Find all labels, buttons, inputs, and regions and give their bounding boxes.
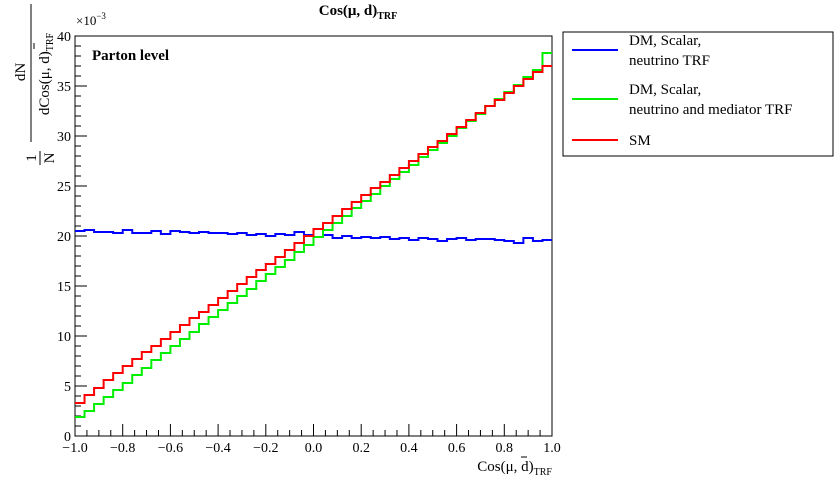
y-tick-label: 30 [57,130,71,145]
y-exponent-label: ×10−3 [76,11,106,28]
x-tick-label: −1.0 [62,441,87,456]
y-label-prefix-num: 1 [24,154,40,162]
legend: DM, Scalar, neutrino TRF DM, Scalar, neutri… [562,31,834,157]
x-label-main: Cos(μ, d) [477,459,533,475]
x-tick-label: −0.2 [253,441,278,456]
x-tick-label: 0.6 [448,441,466,456]
chart-title-sub: TRF [377,11,397,22]
chart-title-main: Cos(μ, d) [319,3,378,19]
chart-title: Cos(μ, d)TRF [319,3,398,22]
x-label-sub: TRF [534,467,553,478]
x-tick-label: 0.8 [496,441,514,456]
x-tick-label: 0.0 [305,441,323,456]
x-tick-label: 0.4 [400,441,418,456]
legend-label-2: DM, Scalar, [629,82,701,98]
y-tick-label: 15 [57,280,71,295]
series-line-3 [75,65,552,404]
y-ticks: 0 5 10 15 20 25 30 35 40 [57,30,87,445]
x-ticks: −1.0 −0.8 −0.6 −0.4 −0.2 0.0 0.2 0.4 0.6 0.8 1.0 [62,424,561,456]
y-label-den: dCos(μ, d)TRF [37,32,56,115]
y-tick-label: 35 [57,80,71,95]
x-tick-label: 1.0 [543,441,561,456]
legend-box [562,31,834,157]
y-label-den-main: dCos(μ, d) [37,51,53,115]
y-label-den-sub: TRF [45,32,56,51]
legend-label-1: neutrino TRF [629,53,710,69]
y-exponent-base: ×10 [76,13,96,28]
y-label-prefix-den: N [42,152,58,163]
y-label-num: dN [13,63,29,82]
legend-label-1: DM, Scalar, [629,33,701,49]
y-tick-label: 20 [57,230,71,245]
y-axis-label: 1 N dN dCos(μ, d)TRF [13,4,58,165]
legend-label-3: SM [629,133,651,149]
y-tick-label: 40 [57,30,71,45]
y-tick-label: 25 [57,180,71,195]
x-axis-label: Cos(μ, d)TRF [477,459,552,478]
y-tick-label: 10 [57,330,71,345]
x-tick-label: −0.8 [110,441,135,456]
y-tick-label: 5 [64,380,71,395]
x-tick-label: −0.4 [205,441,230,456]
x-tick-label: 0.2 [352,441,370,456]
legend-label-2: neutrino and mediator TRF [629,102,792,118]
x-tick-label: −0.6 [158,441,183,456]
y-exponent-power: −3 [96,11,106,21]
y-tick-label: 0 [64,430,71,445]
series-group [75,52,552,418]
parton-level-annotation: Parton level [92,48,169,64]
